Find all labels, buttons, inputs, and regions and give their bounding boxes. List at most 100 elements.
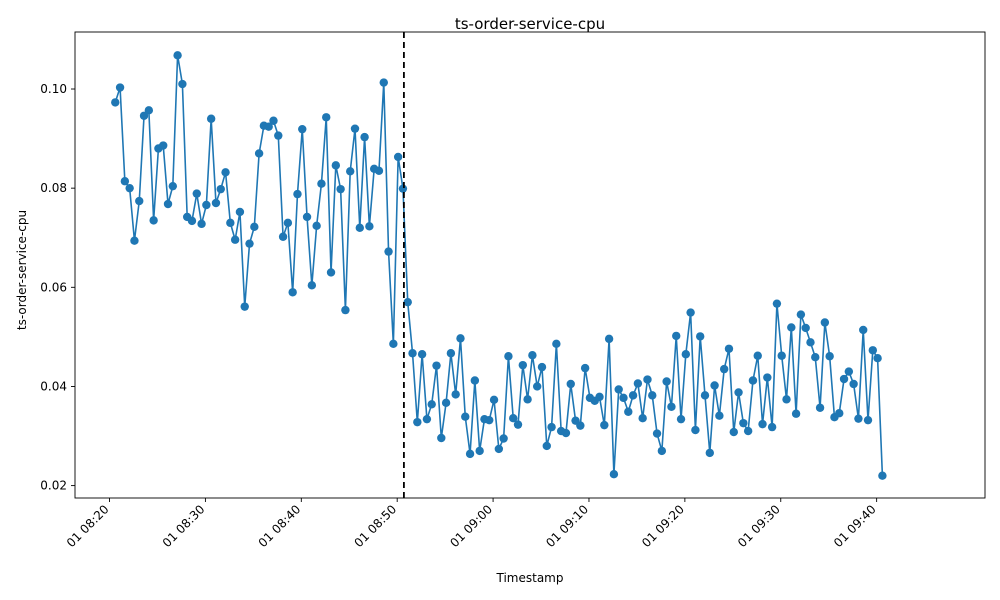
data-point — [159, 141, 168, 150]
data-point — [763, 373, 772, 382]
data-point — [576, 421, 585, 430]
data-point — [254, 149, 264, 158]
data-point — [878, 471, 887, 480]
data-point — [221, 168, 230, 177]
data-point — [250, 222, 259, 232]
data-point — [648, 391, 657, 400]
y-tick-label: 0.06 — [40, 280, 67, 294]
data-point — [302, 212, 312, 222]
data-point — [868, 346, 878, 355]
y-tick-label: 0.04 — [40, 379, 67, 393]
data-point — [715, 411, 724, 420]
data-point — [796, 310, 806, 319]
data-point — [820, 318, 830, 327]
data-point — [461, 412, 470, 421]
y-tick-label: 0.10 — [40, 82, 67, 96]
data-point — [226, 218, 235, 228]
data-point — [734, 388, 743, 397]
data-point — [815, 403, 825, 412]
data-point — [187, 216, 197, 226]
data-point — [202, 200, 211, 210]
data-point — [638, 413, 647, 423]
y-axis-label: ts-order-service-cpu — [15, 210, 29, 330]
data-point — [604, 334, 614, 344]
data-point — [835, 409, 844, 418]
data-point — [456, 334, 465, 343]
data-point — [365, 222, 374, 231]
data-point — [130, 236, 139, 245]
data-point — [494, 444, 504, 454]
data-point — [767, 422, 777, 432]
data-point — [465, 449, 475, 459]
data-point — [686, 308, 695, 317]
data-point — [211, 198, 221, 208]
data-point — [801, 323, 810, 333]
data-point — [120, 177, 130, 186]
data-point — [724, 344, 734, 353]
data-point — [360, 132, 369, 142]
data-point — [197, 219, 206, 229]
data-point — [206, 114, 216, 123]
data-point — [710, 381, 719, 390]
data-point — [619, 393, 628, 403]
data-point — [403, 297, 412, 307]
data-point — [278, 232, 288, 241]
data-point — [312, 221, 321, 231]
data-point — [144, 106, 154, 115]
data-point — [633, 379, 643, 388]
data-point — [326, 268, 336, 277]
data-point — [787, 323, 796, 332]
data-point — [667, 402, 676, 411]
data-point — [115, 83, 125, 92]
data-point — [782, 395, 791, 404]
data-point — [537, 362, 547, 372]
data-point — [719, 364, 729, 374]
data-point — [743, 426, 753, 436]
data-point — [504, 352, 513, 361]
axes-frame — [74, 31, 986, 499]
data-point — [806, 338, 815, 347]
data-point — [317, 179, 326, 188]
data-point — [811, 353, 820, 362]
data-point — [149, 216, 158, 225]
data-point — [451, 390, 460, 399]
data-point — [163, 199, 173, 209]
data-point — [844, 367, 854, 376]
data-point — [825, 352, 834, 361]
data-point — [681, 350, 691, 359]
data-point — [489, 395, 499, 405]
data-point — [350, 124, 360, 133]
data-point — [772, 299, 782, 308]
data-point — [441, 398, 451, 408]
data-point — [791, 409, 801, 418]
data-point — [863, 415, 873, 425]
data-point — [628, 391, 638, 400]
data-point — [379, 78, 388, 87]
data-point — [293, 189, 302, 199]
data-point — [341, 305, 350, 315]
data-point — [499, 434, 508, 443]
data-point — [240, 302, 249, 311]
data-point — [264, 122, 273, 131]
data-point — [600, 420, 609, 430]
data-point — [307, 281, 317, 290]
data-point — [566, 379, 575, 389]
data-point — [384, 247, 393, 256]
data-point — [470, 376, 480, 385]
data-point — [662, 377, 671, 386]
data-point — [393, 152, 403, 162]
data-point — [753, 351, 762, 360]
data-point — [427, 400, 436, 409]
data-point — [331, 161, 341, 170]
data-point — [696, 332, 705, 341]
data-point — [839, 374, 849, 384]
data-point — [269, 116, 278, 125]
data-point — [346, 167, 355, 176]
data-point — [739, 418, 748, 428]
data-point — [288, 288, 297, 297]
data-point — [408, 349, 417, 358]
data-point — [532, 382, 542, 391]
data-point — [854, 414, 863, 423]
data-point — [676, 414, 686, 424]
